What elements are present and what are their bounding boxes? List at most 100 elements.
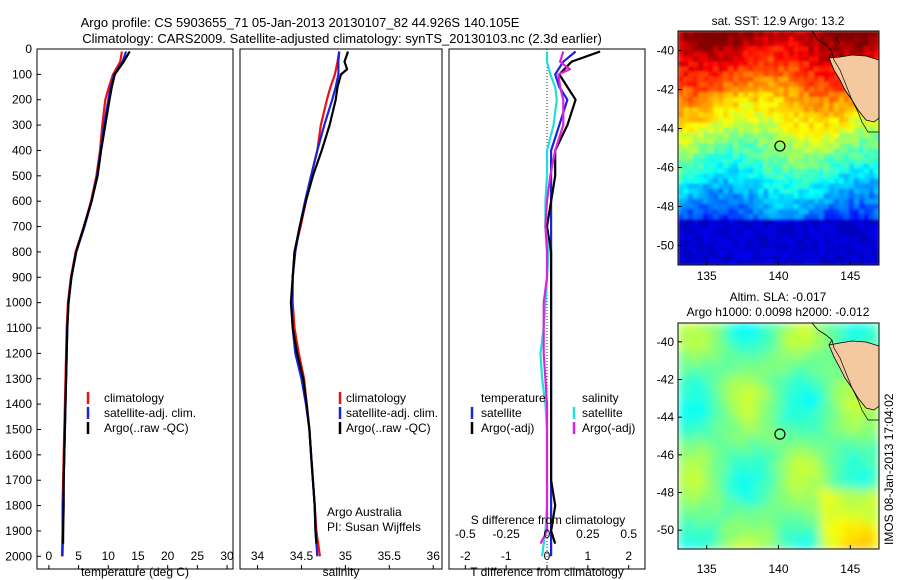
sst-cell: [763, 31, 770, 37]
sst-cell: [678, 102, 684, 108]
sst-cell: [763, 148, 770, 154]
sst-cell: [718, 46, 724, 52]
sla-cell: [795, 514, 805, 524]
sla-cell: [686, 488, 696, 498]
difference-series: [539, 50, 601, 557]
sla-cell: [711, 331, 721, 341]
sla-cell: [678, 409, 687, 420]
sst-cell: [853, 234, 860, 241]
sst-cell: [868, 173, 875, 180]
sst-cell: [763, 66, 770, 73]
sst-cell: [723, 178, 729, 185]
sst-cell: [698, 107, 704, 113]
sla-cell: [812, 531, 821, 541]
sst-cell: [843, 112, 850, 119]
sla-cell: [778, 540, 788, 549]
sst-cell: [678, 92, 684, 98]
sst-cell: [703, 168, 709, 175]
sla-cell: [678, 383, 687, 394]
sst-cell: [873, 214, 879, 220]
sla-cell: [820, 340, 830, 350]
sst-cell: [823, 183, 830, 190]
temperature-panel: 0100200300400500600700800900100011001200…: [5, 42, 453, 579]
sst-cell: [758, 117, 765, 124]
sst-cell: [713, 183, 719, 190]
sst-cell: [698, 193, 704, 200]
sst-cell: [803, 249, 810, 256]
sst-cell: [803, 224, 810, 230]
sst-cell: [713, 254, 719, 261]
sst-cell: [873, 46, 879, 52]
sst-cell: [678, 158, 684, 164]
sst-cell: [698, 229, 704, 236]
sst-cell: [803, 107, 810, 113]
sst-cell: [698, 97, 704, 103]
sst-cell: [793, 56, 800, 63]
sla-cell: [761, 496, 771, 507]
sla-cell: [761, 470, 771, 481]
sst-cell: [748, 234, 754, 241]
sst-cell: [758, 188, 765, 195]
sst-cell: [703, 31, 709, 37]
sst-cell: [788, 112, 795, 119]
sst-cell: [703, 249, 709, 256]
sst-cell: [798, 158, 805, 164]
sla-cell: [686, 375, 696, 385]
sst-cell: [808, 203, 815, 210]
sst-cell: [818, 249, 825, 256]
sst-cell: [868, 163, 875, 169]
shelf-contour: [831, 51, 879, 133]
sst-cell: [828, 229, 835, 236]
sst-cell: [808, 214, 815, 220]
sst-cell: [798, 239, 805, 246]
sst-cell: [818, 229, 825, 236]
sst-cell: [758, 107, 765, 113]
sla-cell: [795, 375, 805, 385]
sla-cell: [703, 418, 713, 428]
sla-cell: [686, 444, 696, 454]
sst-cell: [808, 173, 815, 180]
sst-cell: [753, 31, 760, 37]
sla-cell: [786, 470, 796, 481]
sla-cell: [745, 349, 754, 359]
sla-cell: [736, 340, 746, 350]
sst-cell: [763, 209, 770, 215]
map-x-tick-label: 145: [840, 269, 860, 283]
sst-cell: [693, 163, 699, 169]
sst-cell: [848, 46, 855, 52]
sst-cell: [833, 168, 840, 175]
sst-cell: [778, 81, 785, 88]
sst-cell: [778, 61, 785, 68]
sst-cell: [678, 31, 684, 37]
sst-cell: [693, 66, 699, 73]
sst-cell: [813, 158, 820, 164]
sst-cell: [748, 102, 754, 108]
sst-cell: [788, 142, 795, 149]
sst-cell: [763, 51, 770, 58]
sst-cell: [723, 209, 729, 215]
sla-cell: [803, 427, 813, 437]
sst-cell: [758, 61, 765, 68]
sst-cell: [818, 76, 825, 83]
sst-cell: [678, 209, 684, 215]
sst-cell: [688, 224, 694, 230]
sst-cell: [743, 81, 749, 88]
x-tick-label: 36: [427, 549, 441, 563]
sst-cell: [758, 173, 765, 180]
sst-cell: [798, 219, 805, 225]
sst-cell: [788, 122, 795, 129]
sst-cell: [823, 259, 830, 265]
sst-cell: [713, 163, 719, 169]
map-y-tick-label: -40: [657, 335, 675, 349]
sst-cell: [793, 214, 800, 220]
sst-cell: [803, 76, 810, 83]
sst-cell: [688, 163, 694, 169]
depth-tick-label: 500: [12, 169, 32, 183]
sst-cell: [713, 46, 719, 52]
sst-cell: [858, 259, 865, 265]
sst-cell: [803, 112, 810, 119]
sst-cell: [823, 71, 830, 78]
sst-cell: [733, 158, 739, 164]
sst-map-panel: sat. SST: 12.9 Argo: 13.2 135 140 145-40-4…: [657, 14, 880, 283]
sst-cell: [698, 142, 704, 149]
